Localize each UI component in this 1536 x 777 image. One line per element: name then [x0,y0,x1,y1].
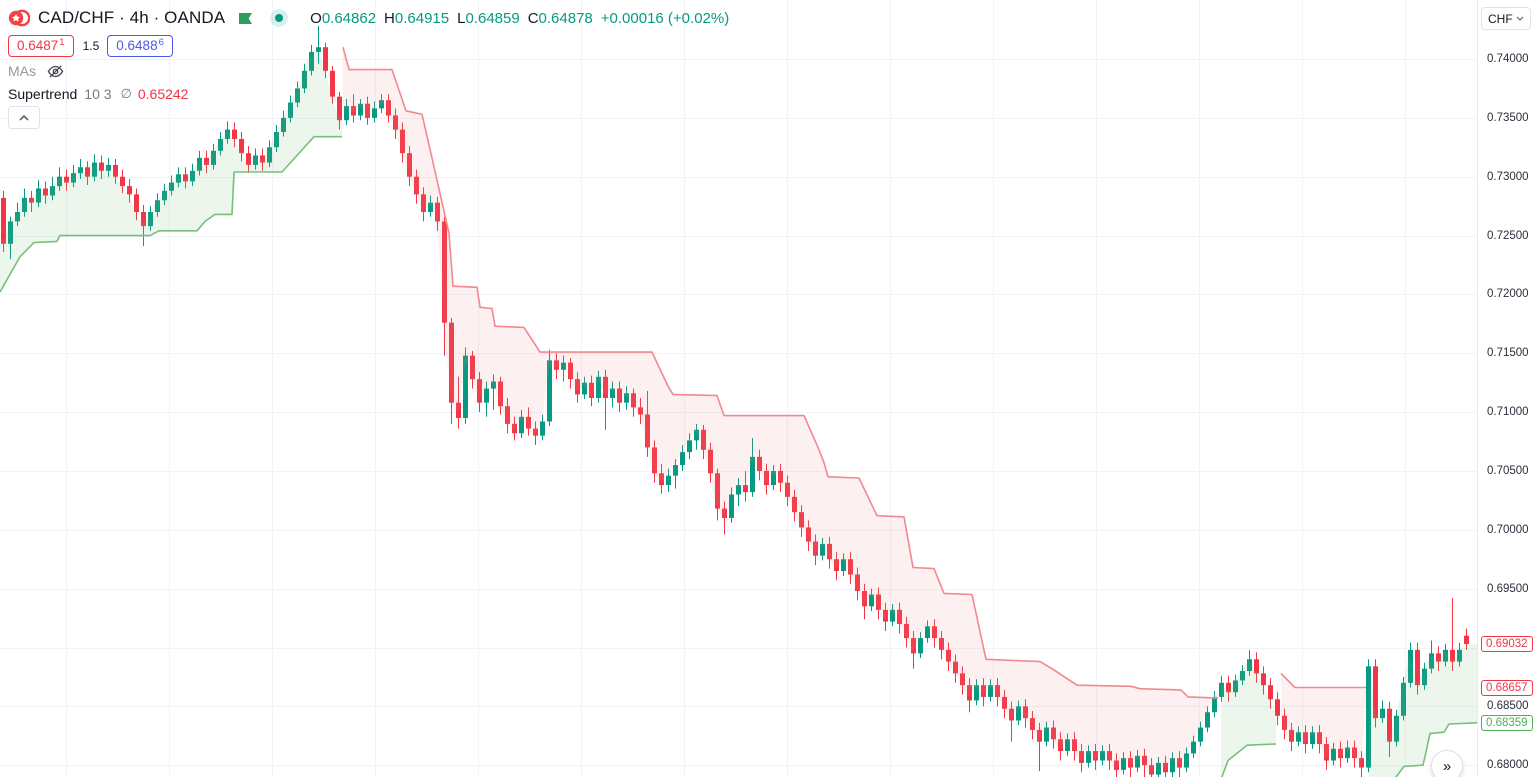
price-axis[interactable]: CHF 0.74000 0.73500 0.73000 0.72500 0.72000 0… [1477,0,1536,777]
indicator-name[interactable]: Supertrend [8,86,78,102]
symbol-title[interactable]: CAD/CHF · 4h · OANDA [38,8,226,27]
change-value: +0.00016 (+0.02%) [600,9,730,27]
grid [0,0,1477,777]
currency-selector-button[interactable]: CHF [1481,7,1531,30]
ask-button[interactable]: 0.6488 6 [107,35,173,57]
symbol-legend-row: CAD/CHF · 4h · OANDA O0.64862 H0.64915 L… [8,6,729,30]
supertrend-up-segment [1395,722,1477,777]
axis-tick-label: 0.72500 [1487,230,1529,242]
axis-tick-label: 0.69500 [1487,583,1529,595]
axis-tick-label: 0.70000 [1487,524,1529,536]
bid-ask-row: 0.6487 1 1.5 0.6488 6 [8,34,173,58]
indicator-params: 10 3 [84,86,112,102]
supertrend-up-price-badge: 0.68359 [1481,715,1533,731]
mas-legend-row: MAs [8,61,64,81]
axis-tick-label: 0.73500 [1487,112,1529,124]
axis-tick-label: 0.73000 [1487,171,1529,183]
axis-tick-label: 0.68500 [1487,700,1529,712]
supertrend-up-segment [1221,743,1277,777]
supertrend-fill [0,47,1477,777]
axis-tick-label: 0.70500 [1487,465,1529,477]
bid-button[interactable]: 0.6487 1 [8,35,74,57]
indicator-value: 0.65242 [137,86,189,102]
indicator-avg-symbol: ∅ [120,86,132,101]
axis-tick-label: 0.74000 [1487,53,1529,65]
supertrend-down-segment [1280,672,1366,689]
axis-tick-label: 0.71000 [1487,406,1529,418]
ohlc-values: O0.64862 H0.64915 L0.64859 C0.64878 +0.0… [310,9,730,27]
axis-tick-label: 0.72000 [1487,288,1529,300]
supertrend-up-segment [0,135,342,293]
collapse-legend-button[interactable] [8,106,40,129]
axis-tick-label: 0.71500 [1487,347,1529,359]
flag-icon[interactable] [238,12,253,25]
chart-canvas[interactable] [0,0,1477,777]
price-badge: 0.69032 [1481,636,1533,652]
market-status-dot-icon[interactable] [270,9,289,27]
axis-tick-label: 0.68000 [1487,759,1529,771]
price-badge: 0.68657 [1481,680,1533,696]
chevron-down-icon [1516,16,1524,21]
candlesticks [1,26,1469,777]
supertrend-down-segment [342,46,1219,699]
mas-label[interactable]: MAs [8,63,36,79]
symbol-pair-logo-icon [8,8,31,28]
supertrend-line [0,46,1477,777]
double-chevron-right-icon: » [1442,757,1452,775]
eye-off-icon[interactable] [47,64,64,79]
spread-value: 1.5 [82,39,100,53]
supertrend-legend-row: Supertrend 10 3 ∅ 0.65242 [8,84,188,104]
go-to-realtime-button[interactable]: » [1431,750,1463,777]
